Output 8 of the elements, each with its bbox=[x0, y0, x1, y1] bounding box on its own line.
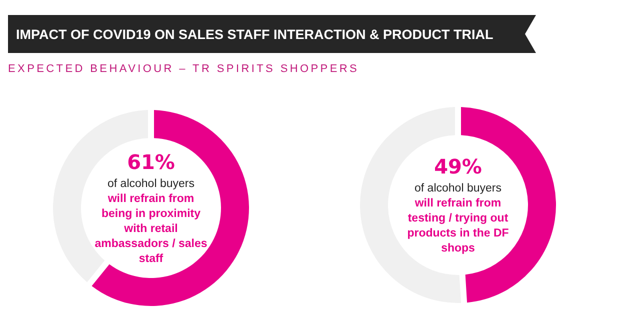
chart-subtitle: EXPECTED BEHAVIOUR – TR SPIRITS SHOPPERS bbox=[8, 63, 360, 75]
chart-title: IMPACT OF COVID19 ON SALES STAFF INTERACTION & PRODUCT TRIAL bbox=[16, 27, 494, 42]
text: 61% bbox=[127, 150, 175, 174]
text: of alcohol buyers bbox=[414, 182, 502, 194]
text: 49% bbox=[434, 154, 482, 178]
text: will refrain from testing / trying out products in the DF shops bbox=[407, 198, 509, 254]
text: of alcohol buyers bbox=[108, 178, 195, 190]
text: will refrain from being in proximity with retail ambassadors / sales staff bbox=[94, 193, 208, 265]
